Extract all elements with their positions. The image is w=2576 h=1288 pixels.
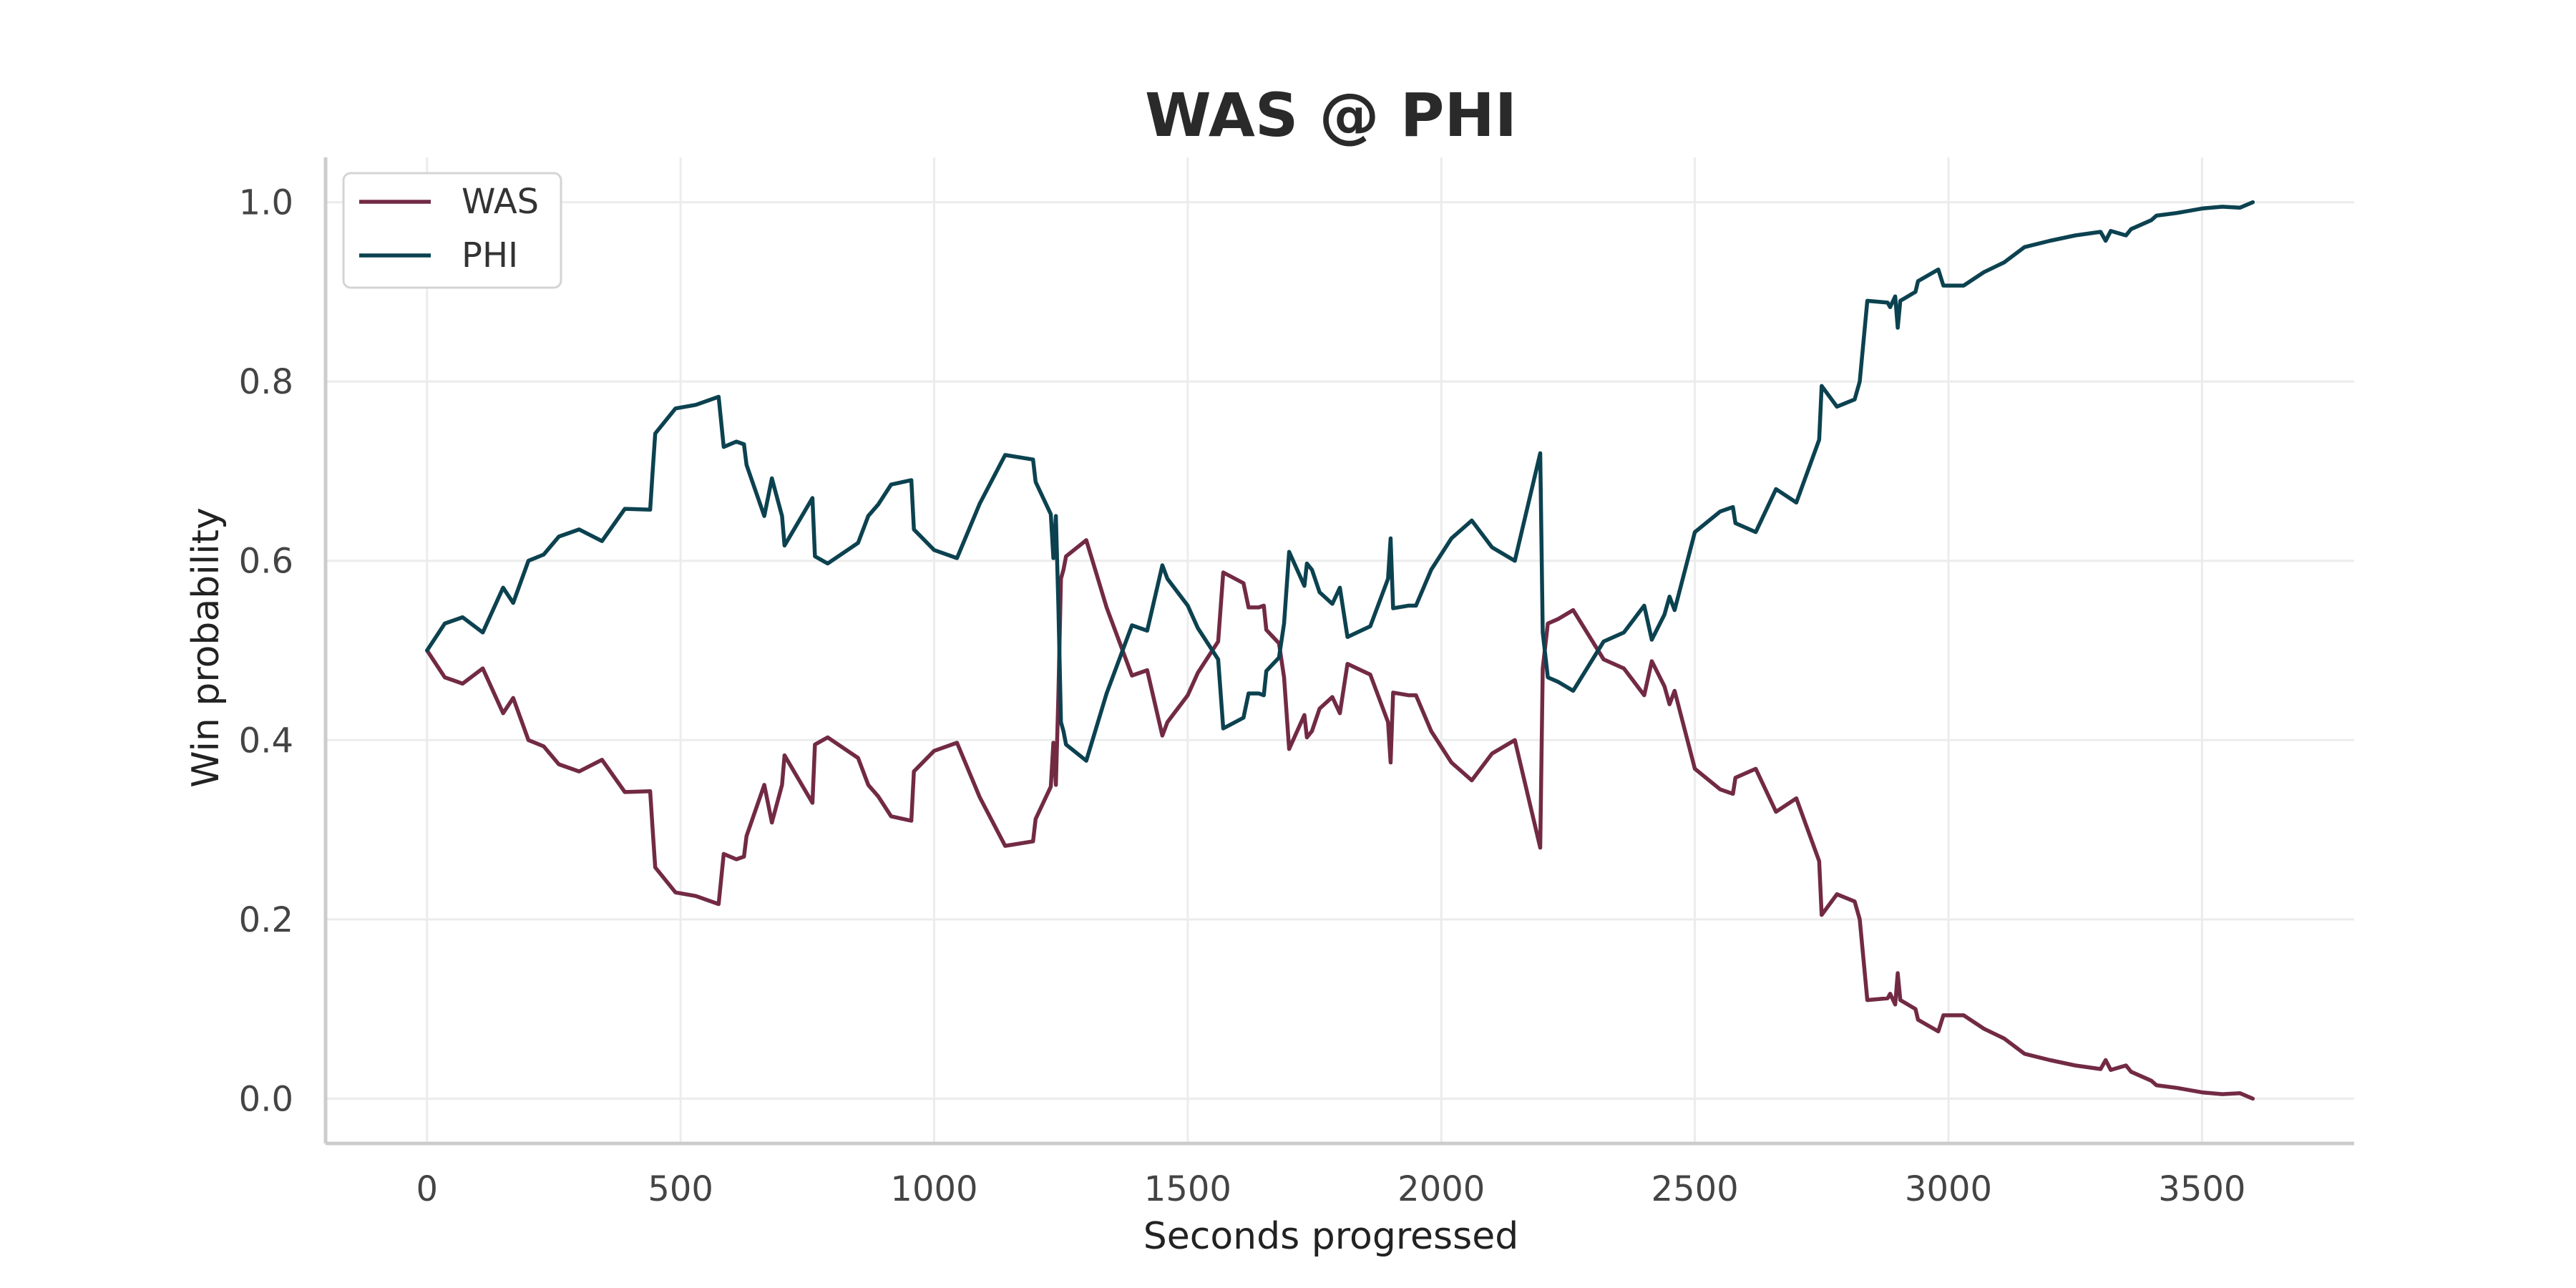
x-tick-label: 0	[416, 1169, 438, 1209]
y-tick-label: 0.6	[239, 542, 293, 582]
legend: WAS PHI	[342, 172, 562, 289]
y-tick-label: 0.2	[239, 900, 293, 940]
y-tick-label: 0.8	[239, 362, 293, 402]
x-tick-label: 2000	[1397, 1169, 1485, 1209]
chart-title: WAS @ PHI	[1145, 80, 1517, 150]
y-tick-label: 0.0	[239, 1079, 293, 1119]
series-lines	[425, 200, 2255, 1101]
x-tick-label: 2500	[1652, 1169, 1739, 1209]
series-line-was	[425, 538, 2255, 1101]
x-axis-title: Seconds progressed	[1143, 1215, 1518, 1258]
tick-labels: 0 500 1000 1500 2000 2500 3000 3500 0.0 0.2 0.4 0.6…	[239, 183, 2246, 1209]
x-tick-label: 1500	[1144, 1169, 1231, 1209]
y-tick-label: 1.0	[239, 183, 293, 223]
series-line-phi	[425, 200, 2255, 763]
y-tick-label: 0.4	[239, 721, 293, 761]
x-tick-label: 500	[648, 1169, 713, 1209]
y-axis-title: Win probability	[185, 507, 228, 788]
grid	[326, 157, 2354, 1143]
x-tick-label: 1000	[890, 1169, 977, 1209]
x-tick-label: 3000	[1905, 1169, 1992, 1209]
legend-label-phi: PHI	[462, 235, 518, 275]
axes	[323, 157, 2354, 1146]
legend-label-was: WAS	[462, 182, 539, 222]
x-tick-label: 3500	[2158, 1169, 2245, 1209]
